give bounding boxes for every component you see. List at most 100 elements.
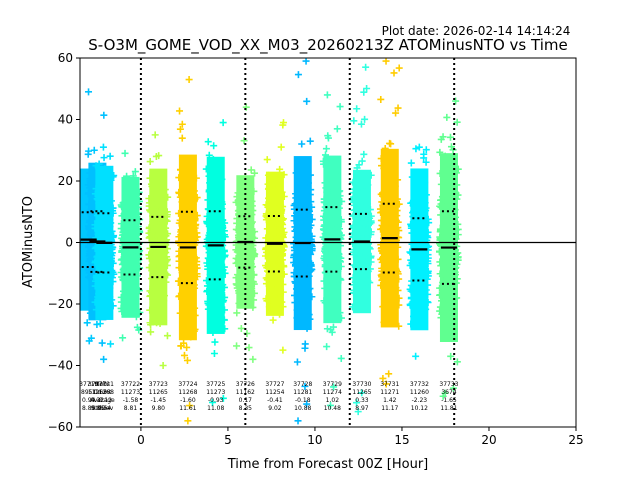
data-point: [407, 159, 415, 167]
data-point: [449, 248, 457, 256]
data-point: [186, 169, 194, 177]
data-point: [294, 417, 302, 425]
data-point: [91, 224, 99, 232]
data-point: [100, 355, 108, 363]
stats-stddev: 11.81: [440, 405, 457, 412]
data-point: [290, 253, 298, 261]
data-point: [213, 315, 221, 323]
data-point: [328, 243, 336, 251]
data-point: [278, 252, 286, 260]
y-tick-label: 0: [65, 236, 73, 250]
data-point: [136, 228, 144, 236]
data-point: [94, 256, 102, 264]
data-point: [205, 172, 213, 180]
data-point: [406, 285, 414, 293]
data-point: [439, 279, 447, 287]
data-point: [280, 270, 288, 278]
data-point: [366, 245, 374, 253]
data-point: [382, 210, 390, 218]
data-point: [186, 264, 194, 272]
data-point: [394, 104, 402, 112]
data-point: [422, 305, 430, 313]
stats-stddev: 11.17: [381, 405, 398, 412]
data-point: [383, 245, 391, 253]
stats-row-label: Count: [93, 389, 111, 396]
data-point: [245, 209, 253, 217]
data-point: [419, 273, 427, 281]
data-point: [150, 224, 158, 232]
data-point: [101, 191, 109, 199]
data-point: [324, 289, 332, 297]
data-point: [103, 275, 111, 283]
data-point: [386, 276, 394, 284]
data-point: [109, 278, 117, 286]
data-point: [204, 138, 212, 146]
data-point: [308, 232, 316, 240]
data-point: [442, 170, 450, 178]
data-point: [181, 211, 189, 219]
data-point: [327, 326, 335, 334]
data-point: [387, 180, 395, 188]
data-point: [303, 233, 311, 241]
data-point: [301, 382, 309, 390]
data-point: [177, 166, 185, 174]
data-point: [331, 290, 339, 298]
stats-stddev: 8.97: [355, 405, 369, 412]
data-point: [422, 146, 430, 154]
data-point: [136, 308, 144, 316]
data-point: [325, 252, 333, 260]
data-point: [86, 274, 94, 282]
data-point: [280, 193, 288, 201]
data-point: [246, 231, 254, 239]
data-point: [392, 109, 400, 117]
data-point: [191, 304, 199, 312]
stats-count: 11268: [178, 389, 197, 396]
data-point: [322, 269, 330, 277]
data-point: [262, 252, 270, 260]
data-point: [85, 88, 93, 96]
stats-count: 11273: [121, 389, 140, 396]
data-point: [125, 304, 133, 312]
data-point: [249, 303, 257, 311]
data-point: [395, 301, 403, 309]
data-point: [272, 272, 280, 280]
data-point: [272, 204, 280, 212]
data-point: [159, 282, 167, 290]
data-point: [277, 143, 285, 151]
data-point: [334, 303, 342, 311]
data-point: [332, 275, 340, 283]
data-point: [130, 200, 138, 208]
stats-stddev: 9.80: [152, 405, 166, 412]
stats-stddev: 10.12: [411, 405, 428, 412]
stats-stddev: 8.35: [239, 405, 253, 412]
data-point: [452, 97, 460, 105]
data-point: [84, 222, 92, 230]
data-point: [379, 374, 387, 382]
stats-average: -2.23: [412, 397, 428, 404]
y-tick-label: 40: [58, 113, 73, 127]
data-point: [209, 329, 217, 337]
x-tick-label: 15: [394, 433, 409, 447]
data-point: [192, 174, 200, 182]
data-point: [322, 151, 330, 159]
data-point: [175, 237, 183, 245]
data-point: [335, 196, 343, 204]
data-point: [94, 228, 102, 236]
data-point: [176, 252, 184, 260]
data-point: [438, 310, 446, 318]
data-point: [184, 258, 192, 266]
data-point: [447, 143, 455, 151]
data-point: [358, 157, 366, 165]
data-point: [297, 232, 305, 240]
data-point: [410, 259, 418, 267]
data-point: [80, 210, 84, 218]
stats-nobs: 37720: [88, 381, 107, 388]
data-point: [106, 281, 114, 289]
data-point: [175, 174, 183, 182]
data-point: [270, 292, 278, 300]
data-point: [119, 287, 127, 295]
data-point: [250, 296, 258, 304]
data-point: [414, 319, 422, 327]
data-point: [135, 197, 143, 205]
data-point: [128, 283, 136, 291]
